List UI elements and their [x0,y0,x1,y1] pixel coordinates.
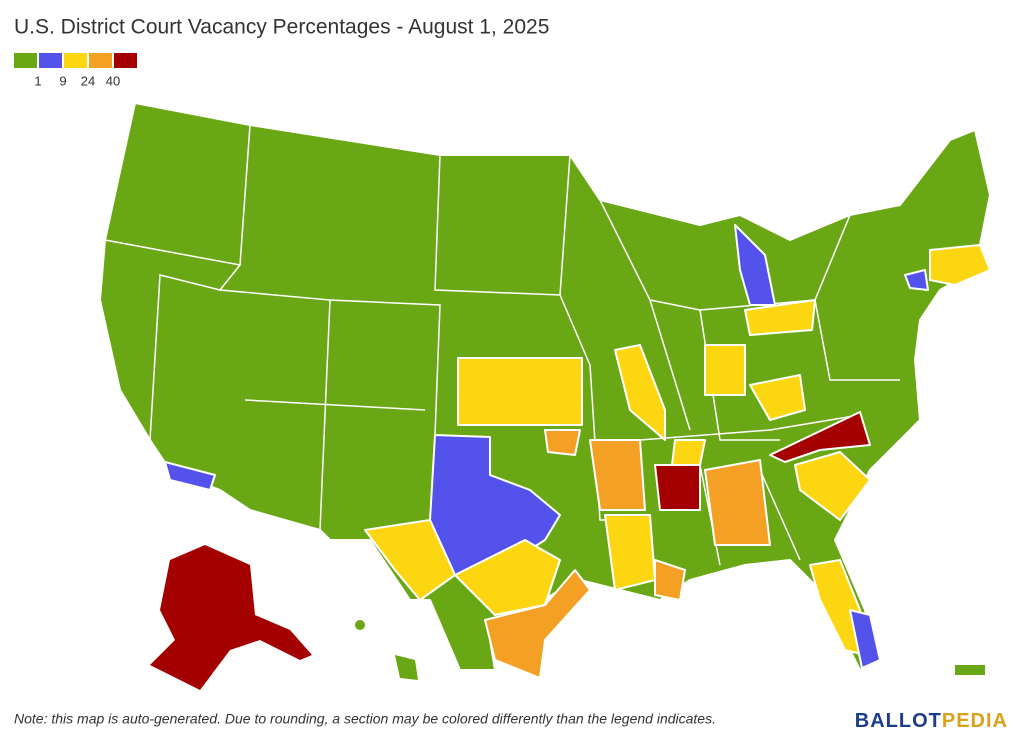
north-carolina [769,411,871,463]
texas-east [454,539,561,616]
legend-label: 9 [59,73,66,88]
logo-part2: PEDIA [942,710,1008,732]
legend: 1 9 24 40 [14,53,137,88]
alabama-georgia [704,459,771,546]
legend-swatch [39,53,62,68]
oklahoma-east [544,429,581,456]
texas-west [364,519,456,601]
michigan-east [734,224,776,306]
indiana [704,344,746,396]
puerto-rico [955,665,985,675]
ohio [744,299,816,336]
logo: BALLOTPEDIA [855,710,1008,732]
legend-swatch [89,53,112,68]
legend-swatch [64,53,87,68]
kentucky-east [749,374,806,421]
california-central [164,461,216,491]
kansas [457,357,583,426]
arkansas [589,439,646,511]
missouri-east [614,344,666,441]
note: Note: this map is auto-generated. Due to… [14,711,716,727]
map [99,102,991,690]
new-york-east [904,269,929,291]
florida-south [849,609,881,669]
louisiana [604,514,656,591]
south-carolina [794,451,871,521]
legend-label: 40 [106,73,120,88]
mississippi [654,464,701,511]
tennessee [671,439,706,466]
louisiana-east [654,559,686,601]
new-england [929,244,991,286]
legend-swatch [14,53,37,68]
texas-south [484,569,591,679]
legend-label: 24 [81,73,95,88]
legend-swatch [114,53,137,68]
alaska [150,545,312,690]
hawaii [395,655,418,680]
hawaii-island [355,620,365,630]
title: U.S. District Court Vacancy Percentages … [14,16,549,39]
logo-part1: BALLOT [855,710,942,732]
legend-label: 1 [34,73,41,88]
